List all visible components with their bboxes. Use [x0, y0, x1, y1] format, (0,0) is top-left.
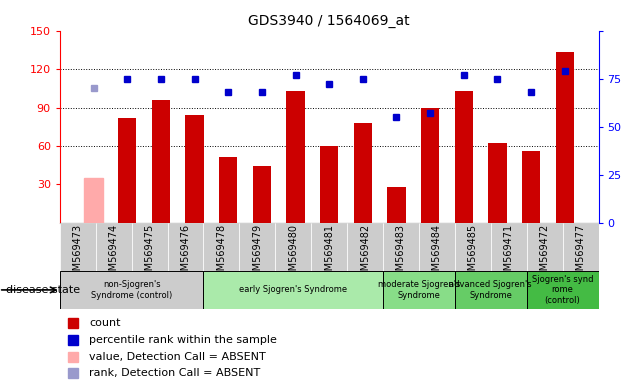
Text: GSM569474: GSM569474 — [109, 223, 118, 283]
Text: percentile rank within the sample: percentile rank within the sample — [89, 335, 277, 345]
Bar — [556, 53, 574, 223]
Bar — [253, 166, 271, 223]
Text: GSM569478: GSM569478 — [217, 223, 226, 283]
FancyBboxPatch shape — [96, 223, 132, 271]
FancyBboxPatch shape — [419, 223, 455, 271]
Text: rank, Detection Call = ABSENT: rank, Detection Call = ABSENT — [89, 368, 261, 378]
Text: advanced Sjogren's
Syndrome: advanced Sjogren's Syndrome — [449, 280, 532, 300]
FancyBboxPatch shape — [563, 223, 598, 271]
Text: disease state: disease state — [6, 285, 81, 295]
Text: non-Sjogren's
Syndrome (control): non-Sjogren's Syndrome (control) — [91, 280, 172, 300]
FancyBboxPatch shape — [132, 223, 168, 271]
Bar — [421, 108, 439, 223]
Text: count: count — [89, 318, 121, 328]
FancyBboxPatch shape — [275, 223, 311, 271]
Text: GSM569473: GSM569473 — [73, 223, 83, 283]
FancyBboxPatch shape — [383, 223, 419, 271]
Title: GDS3940 / 1564069_at: GDS3940 / 1564069_at — [248, 14, 410, 28]
FancyBboxPatch shape — [311, 223, 347, 271]
Text: GSM569485: GSM569485 — [468, 223, 478, 283]
Text: GSM569483: GSM569483 — [396, 223, 406, 283]
Bar — [118, 118, 137, 223]
FancyBboxPatch shape — [168, 223, 203, 271]
Bar — [286, 91, 305, 223]
Text: GSM569472: GSM569472 — [540, 223, 549, 283]
FancyBboxPatch shape — [455, 223, 491, 271]
Text: GSM569484: GSM569484 — [432, 223, 442, 283]
FancyBboxPatch shape — [527, 223, 563, 271]
Bar — [387, 187, 406, 223]
Text: GSM569475: GSM569475 — [145, 223, 154, 283]
Bar — [353, 123, 372, 223]
Text: GSM569479: GSM569479 — [253, 223, 262, 283]
Text: GSM569476: GSM569476 — [181, 223, 190, 283]
Text: GSM569481: GSM569481 — [324, 223, 334, 283]
Text: moderate Sjogren's
Syndrome: moderate Sjogren's Syndrome — [378, 280, 460, 300]
FancyBboxPatch shape — [491, 223, 527, 271]
Text: GSM569477: GSM569477 — [576, 223, 585, 283]
Text: Sjogren's synd
rome
(control): Sjogren's synd rome (control) — [532, 275, 593, 305]
Bar — [320, 146, 338, 223]
Bar — [219, 157, 238, 223]
FancyBboxPatch shape — [455, 271, 527, 309]
Text: GSM569471: GSM569471 — [504, 223, 513, 283]
Bar — [152, 100, 170, 223]
Text: GSM569482: GSM569482 — [360, 223, 370, 283]
FancyBboxPatch shape — [203, 271, 383, 309]
FancyBboxPatch shape — [527, 271, 598, 309]
Bar — [454, 91, 473, 223]
FancyBboxPatch shape — [239, 223, 275, 271]
FancyBboxPatch shape — [203, 223, 239, 271]
Bar — [185, 115, 204, 223]
FancyBboxPatch shape — [347, 223, 383, 271]
Text: early Sjogren's Syndrome: early Sjogren's Syndrome — [239, 285, 347, 295]
Bar — [488, 143, 507, 223]
Text: value, Detection Call = ABSENT: value, Detection Call = ABSENT — [89, 352, 266, 362]
Bar — [84, 178, 103, 223]
FancyBboxPatch shape — [60, 223, 96, 271]
Text: GSM569480: GSM569480 — [289, 223, 298, 283]
FancyBboxPatch shape — [60, 271, 203, 309]
FancyBboxPatch shape — [383, 271, 455, 309]
Bar — [522, 151, 541, 223]
